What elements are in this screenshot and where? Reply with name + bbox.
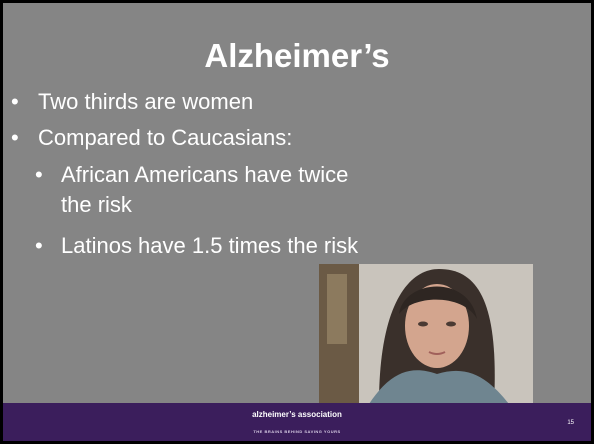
slide: Alzheimer’s Two thirds are women Compare… [0, 0, 594, 444]
page-number: 15 [567, 420, 574, 426]
slide-title: Alzheimer’s [3, 37, 591, 75]
footer-logo: alzheimer’s association [3, 410, 591, 419]
footer: alzheimer’s association THE BRAINS BEHIN… [3, 403, 591, 444]
sub-bullet: Latinos have 1.5 times the risk [61, 231, 361, 261]
footer-tagline: THE BRAINS BEHIND SAVING YOURS [3, 429, 591, 434]
photo [319, 264, 533, 404]
bullet: Compared to Caucasians: [38, 123, 558, 153]
sub-bullet: African Americans have twice the risk [61, 160, 361, 220]
bullet: Two thirds are women [38, 87, 558, 117]
